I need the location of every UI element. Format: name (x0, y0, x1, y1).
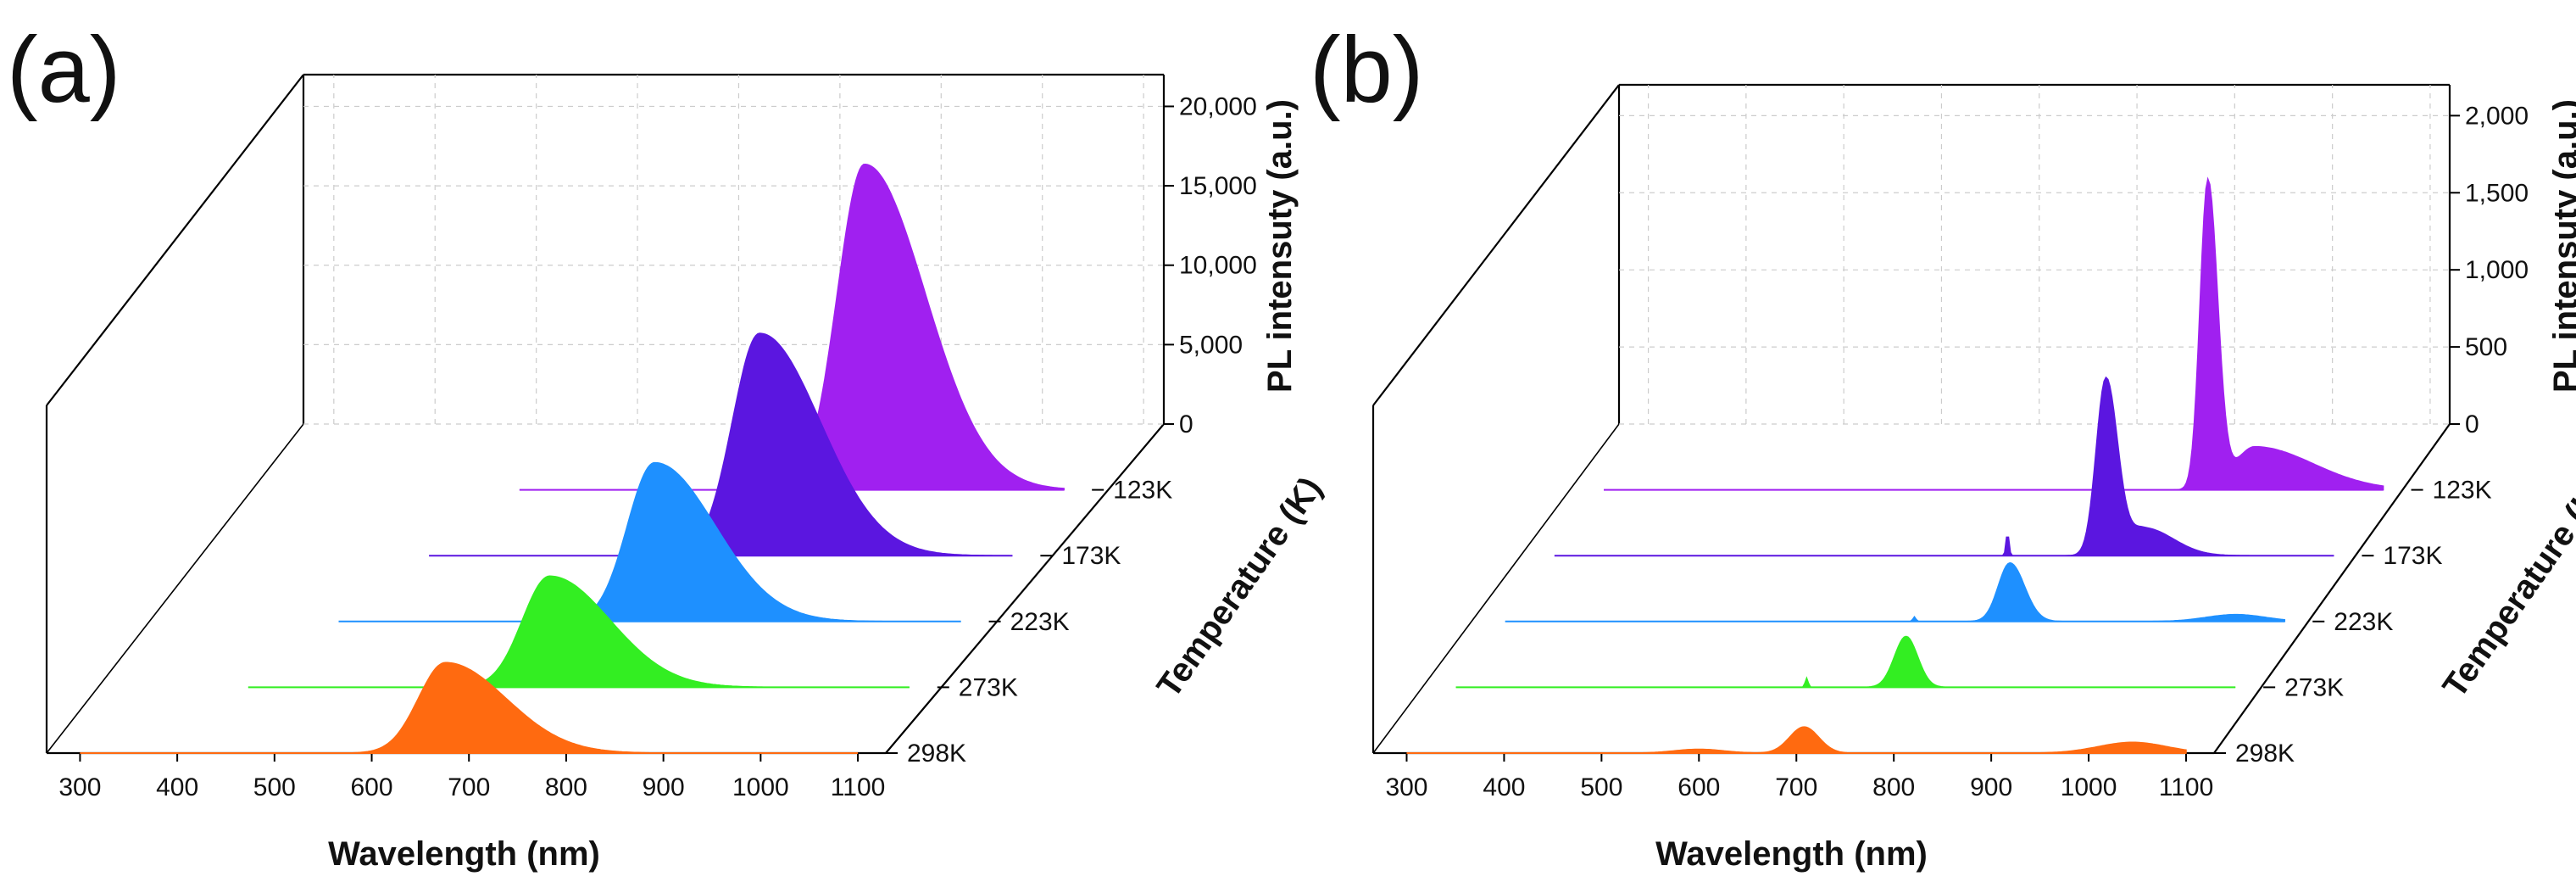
x-tick-label: 400 (156, 773, 198, 801)
z-tick-label: 298K (907, 740, 966, 768)
x-tick-label: 800 (1872, 773, 1915, 801)
series-area-273k (248, 575, 910, 689)
panel-a: 0 5,000 10,000 15,000 20,000 300 400 500 600 700 8… (7, 18, 1329, 873)
z-tick-label: 298K (2235, 740, 2295, 768)
z-axis-line (885, 423, 1165, 754)
x-tick-label: 1100 (831, 773, 886, 801)
series-area-298k (1406, 726, 2187, 754)
x-tick-label: 600 (350, 773, 392, 801)
left-top-edge (46, 74, 304, 406)
x-tick-label: 300 (1385, 773, 1427, 801)
x-axis: 300 400 500 600 700 800 900 1000 1100 (58, 753, 885, 801)
panel-label: (b) (1310, 18, 1423, 122)
z-tick-label: 223K (2334, 608, 2393, 636)
series-area-123k (1604, 176, 2384, 491)
x-tick-label: 1000 (732, 773, 789, 801)
y-tick-label: 1,500 (2465, 179, 2529, 207)
panel-label: (a) (7, 18, 120, 122)
z-tick-label: 223K (1010, 608, 1070, 636)
x-axis: 300 400 500 600 700 800 900 1000 1100 (1385, 753, 2213, 801)
x-tick-label: 600 (1677, 773, 1720, 801)
z-tick-label: 173K (1061, 542, 1121, 570)
y-tick-label: 5,000 (1179, 331, 1243, 359)
series-area-223k (1505, 561, 2286, 622)
x-tick-label: 500 (1580, 773, 1622, 801)
x-tick-label: 300 (58, 773, 101, 801)
z-axis-line (2213, 423, 2451, 754)
x-tick-label: 1000 (2061, 773, 2117, 801)
series-area-298k (80, 662, 859, 754)
panel-b: 0 500 1,000 1,500 2,000 300 400 500 600 700 800 900… (1310, 18, 2576, 873)
z-tick-label: 273K (959, 673, 1018, 701)
y-axis-title: PL intensuty (a.u.) (2547, 99, 2576, 393)
x-tick-label: 800 (545, 773, 587, 801)
left-top-edge (1372, 84, 1620, 406)
grid (1619, 85, 2450, 425)
y-tick-label: 10,000 (1179, 252, 1257, 280)
grid (303, 75, 1164, 425)
y-tick-label: 2,000 (2465, 102, 2529, 130)
x-tick-label: 700 (448, 773, 490, 801)
z-tick-label: 273K (2284, 673, 2344, 701)
x-tick-label: 700 (1775, 773, 1817, 801)
y-tick-label: 500 (2465, 333, 2507, 361)
z-tick-label: 123K (1113, 477, 1172, 505)
x-tick-label: 900 (643, 773, 685, 801)
z-axis-title: Temperature (K) (2436, 471, 2576, 705)
y-tick-label: 0 (1179, 410, 1193, 438)
y-axis-title: PL intensuty (a.u.) (1261, 99, 1299, 393)
z-axis-title: Temperature (K) (1150, 471, 1330, 705)
left-floor-edge (46, 423, 304, 754)
x-axis-title: Wavelength (nm) (328, 835, 600, 873)
y-tick-label: 20,000 (1179, 92, 1257, 120)
series-group: 123K 173K 223K 273K 298K (80, 163, 1172, 768)
y-tick-label: 15,000 (1179, 172, 1257, 200)
x-axis-title: Wavelength (nm) (1655, 835, 1928, 873)
x-tick-label: 900 (1970, 773, 2012, 801)
z-tick-label: 123K (2433, 477, 2492, 505)
x-tick-label: 400 (1483, 773, 1525, 801)
y-tick-label: 0 (2465, 410, 2479, 438)
y-axis: 0 500 1,000 1,500 2,000 (2450, 102, 2529, 438)
y-axis: 0 5,000 10,000 15,000 20,000 (1164, 92, 1257, 438)
x-tick-label: 1100 (2159, 773, 2214, 801)
left-floor-edge (1372, 423, 1620, 754)
series-area-273k (1455, 635, 2236, 689)
x-tick-label: 500 (253, 773, 296, 801)
y-tick-label: 1,000 (2465, 256, 2529, 284)
series-group: 123K 173K 223K 273K 298K (1406, 176, 2492, 768)
z-tick-label: 173K (2383, 542, 2442, 570)
